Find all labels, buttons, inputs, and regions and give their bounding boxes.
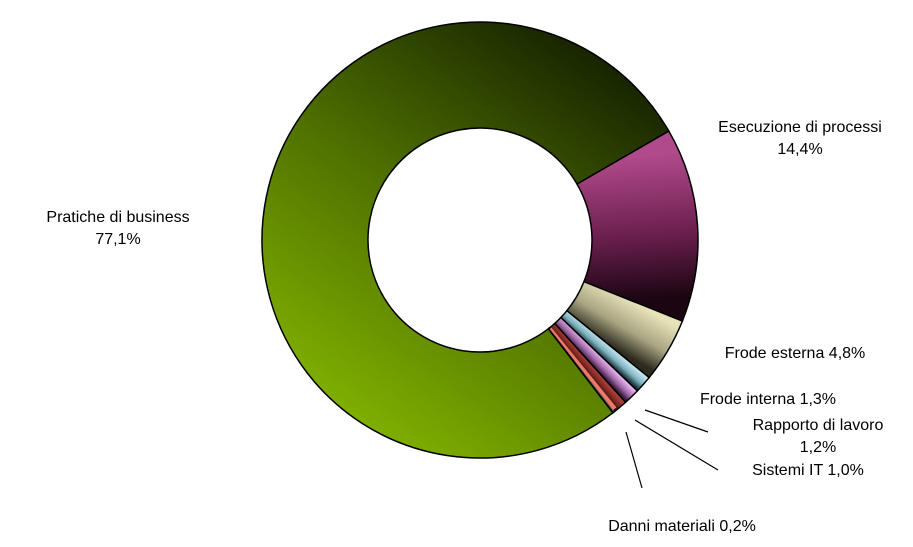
label-name-rapporto-di-lavoro: Rapporto di lavoro bbox=[753, 417, 884, 434]
slice-labels: Esecuzione di processi 14,4% Frode esterna… bbox=[46, 119, 883, 535]
label-danni-materiali: Danni materiali 0,2% bbox=[608, 518, 756, 535]
slice-pratiche-di-business bbox=[261, 21, 670, 459]
label-value-pratiche-di-business: 77,1% bbox=[95, 231, 140, 248]
label-value-esecuzione-di-processi: 14,4% bbox=[777, 141, 822, 158]
label-frode-esterna: Frode esterna 4,8% bbox=[725, 345, 866, 362]
label-value-frode-esterna: 4,8% bbox=[829, 345, 865, 362]
label-sistemi-it: Sistemi IT 1,0% bbox=[752, 462, 864, 479]
label-frode-interna: Frode interna 1,3% bbox=[700, 391, 836, 408]
leader-sistemi-it bbox=[634, 419, 719, 471]
slices-group bbox=[261, 21, 699, 459]
label-rapporto-di-lavoro: Rapporto di lavoro 1,2% bbox=[753, 417, 884, 456]
label-pratiche-di-business: Pratiche di business 77,1% bbox=[46, 209, 189, 248]
label-name-danni-materiali: Danni materiali bbox=[608, 518, 719, 535]
label-name-frode-esterna: Frode esterna bbox=[725, 345, 829, 362]
label-name-pratiche-di-business: Pratiche di business bbox=[46, 209, 189, 226]
label-name-sistemi-it: Sistemi IT bbox=[752, 462, 827, 479]
label-value-sistemi-it: 1,0% bbox=[827, 462, 863, 479]
label-value-frode-interna: 1,3% bbox=[800, 391, 836, 408]
leader-rapporto-di-lavoro bbox=[644, 409, 709, 433]
leader-lines bbox=[625, 409, 719, 489]
label-name-frode-interna: Frode interna bbox=[700, 391, 800, 408]
slice-esecuzione-di-processi bbox=[575, 129, 699, 323]
leader-danni-materiali bbox=[625, 431, 643, 489]
label-value-danni-materiali: 0,2% bbox=[719, 518, 755, 535]
label-esecuzione-di-processi: Esecuzione di processi 14,4% bbox=[718, 119, 882, 158]
label-value-rapporto-di-lavoro: 1,2% bbox=[800, 439, 836, 456]
slice-accent-sliver bbox=[549, 327, 617, 411]
label-name-esecuzione-di-processi: Esecuzione di processi bbox=[718, 119, 882, 136]
